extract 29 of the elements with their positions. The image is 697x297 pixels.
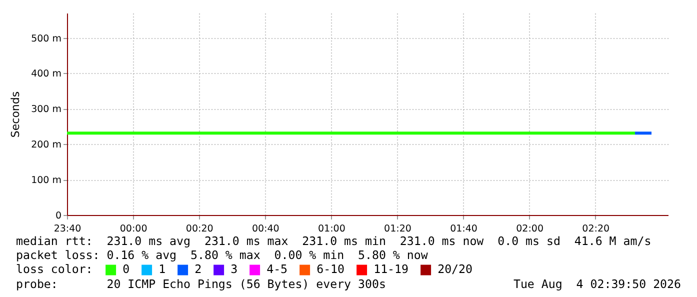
legend-label: 0 bbox=[122, 262, 130, 276]
text: Tue Aug 4 02:39:50 2026 bbox=[513, 277, 681, 291]
legend-label: 4-5 bbox=[266, 262, 288, 276]
legend-title: loss color: bbox=[16, 262, 93, 276]
y-tick-label: 300 m bbox=[31, 104, 62, 116]
legend-label: 3 bbox=[230, 262, 238, 276]
x-tick-label: 00:00 bbox=[120, 224, 148, 234]
text: probe: 20 ICMP Echo Pings (56 Bytes) every 300s bbox=[16, 277, 386, 291]
x-tick-label: 02:00 bbox=[516, 224, 544, 234]
x-tick-label: 00:20 bbox=[186, 224, 214, 234]
legend-label: 20/20 bbox=[438, 262, 473, 276]
text: median rtt: 231.0 ms avg 231.0 ms max 231.0 ms min 231.0 ms now 0.0 ms sd 41.6 M am/s bbox=[16, 234, 652, 248]
legend-label: 1 bbox=[158, 262, 166, 276]
legend-label: 11-19 bbox=[374, 262, 409, 276]
text: packet loss: 0.16 % avg 5.80 % max 0.00 % min 5.80 % now bbox=[16, 248, 428, 262]
y-tick-label: 400 m bbox=[31, 68, 62, 80]
legend-label: 2 bbox=[194, 262, 202, 276]
x-tick-label: 01:40 bbox=[450, 224, 478, 234]
y-tick-label: 0 bbox=[55, 210, 62, 222]
x-tick-label: 23:40 bbox=[54, 224, 82, 234]
x-tick-label: 00:40 bbox=[252, 224, 280, 234]
y-axis-title: Seconds bbox=[9, 91, 22, 138]
y-tick-label: 200 m bbox=[31, 140, 62, 151]
x-tick-label: 01:20 bbox=[384, 224, 412, 234]
x-tick-label: 02:20 bbox=[582, 224, 610, 234]
y-tick-label: 500 m bbox=[31, 33, 62, 44]
y-tick-label: 100 m bbox=[31, 175, 62, 186]
legend-label: 6-10 bbox=[316, 262, 345, 276]
x-tick-label: 01:00 bbox=[318, 224, 346, 234]
